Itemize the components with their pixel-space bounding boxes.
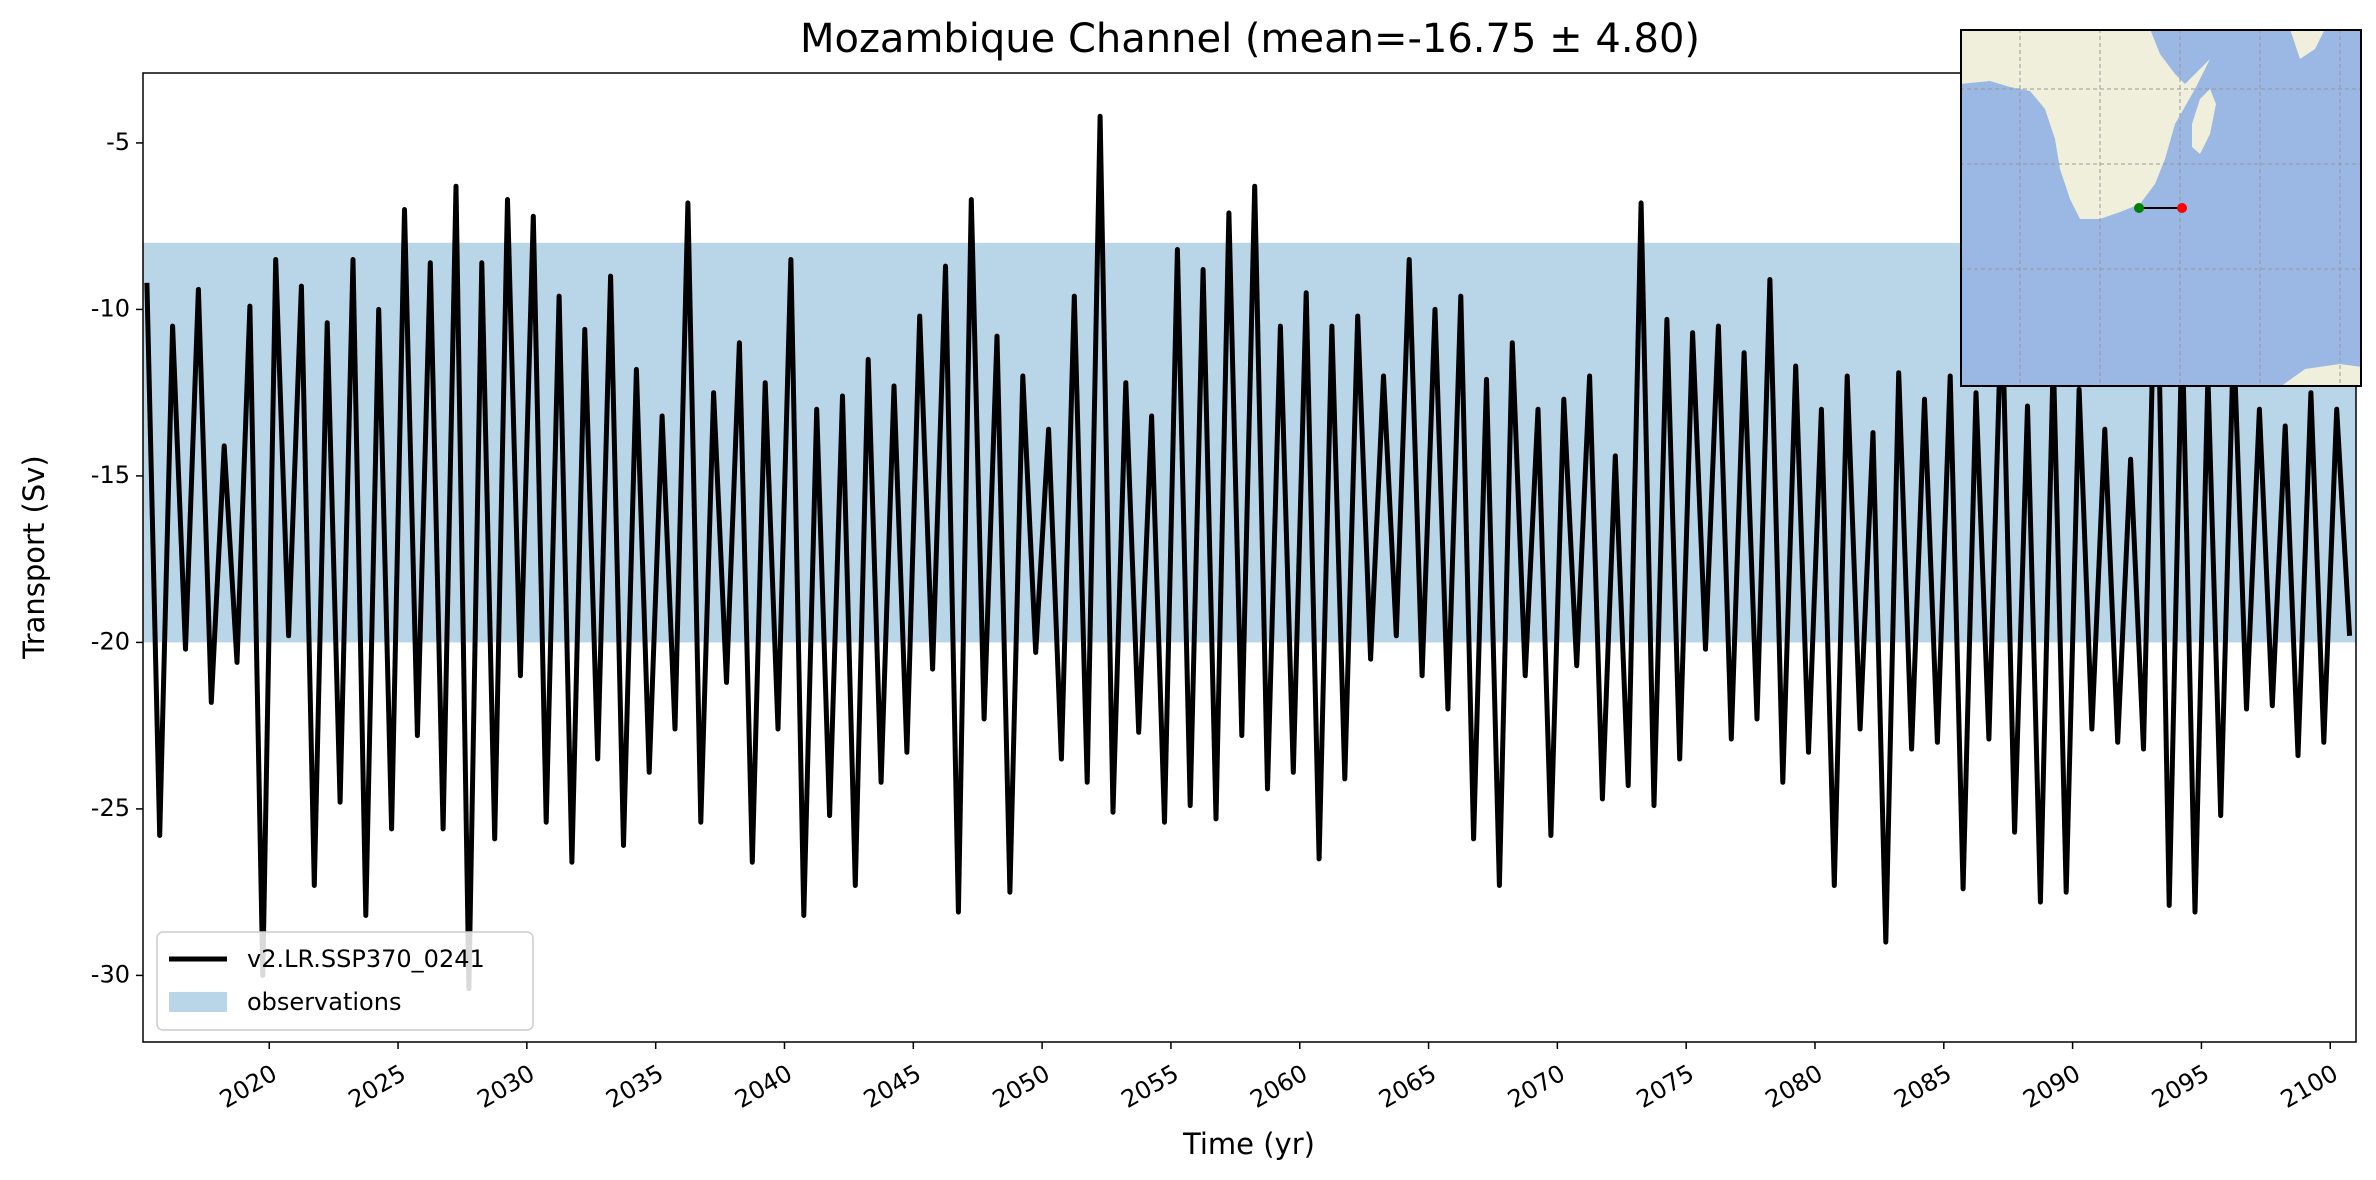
- y-tick-label: -30: [91, 960, 130, 988]
- inset-frame: [1960, 29, 2362, 387]
- y-tick-label: -20: [91, 627, 130, 655]
- x-tick-label: 2075: [1632, 1059, 1699, 1114]
- section-start: [2134, 203, 2144, 213]
- x-axis-label: Time (yr): [1182, 1127, 1315, 1161]
- x-tick-label: 2025: [344, 1059, 411, 1114]
- section-end: [2177, 203, 2187, 213]
- x-tick-label: 2055: [1117, 1059, 1184, 1114]
- plot-area: [144, 113, 2353, 992]
- y-tick-label: -25: [91, 794, 130, 822]
- x-tick-label: 2070: [1503, 1059, 1570, 1114]
- antarctica: [2280, 364, 2362, 387]
- chart-title: Mozambique Channel (mean=-16.75 ± 4.80): [800, 16, 1700, 62]
- x-tick-label: 2100: [2276, 1059, 2343, 1114]
- x-tick-label: 2035: [601, 1059, 668, 1114]
- legend-label: v2.LR.SSP370_0241: [247, 945, 485, 973]
- inset-map: [1960, 29, 2362, 387]
- legend-swatch: [169, 992, 227, 1012]
- land-ne: [2290, 29, 2325, 59]
- x-tick-label: 2095: [2147, 1059, 2214, 1114]
- x-tick-label: 2090: [2018, 1059, 2085, 1114]
- x-tick-label: 2020: [215, 1059, 282, 1114]
- legend-box: [156, 931, 534, 1031]
- x-tick-label: 2085: [1889, 1059, 1956, 1114]
- x-tick-label: 2065: [1374, 1059, 1441, 1114]
- y-tick-label: -15: [91, 461, 130, 489]
- x-tick-label: 2045: [859, 1059, 926, 1114]
- y-tick-label: -10: [91, 294, 130, 322]
- legend-label: observations: [247, 988, 401, 1016]
- madagascar: [2192, 89, 2216, 154]
- data-line: [144, 113, 2353, 992]
- x-tick-label: 2030: [472, 1059, 539, 1114]
- y-tick-label: -5: [106, 128, 130, 156]
- y-axis-label: Transport (Sv): [17, 455, 51, 660]
- africa: [1960, 29, 2210, 219]
- x-tick-label: 2050: [988, 1059, 1055, 1114]
- x-tick-label: 2060: [1245, 1059, 1312, 1114]
- x-tick-label: 2080: [1761, 1059, 1828, 1114]
- axes-frame: [142, 72, 2357, 1043]
- x-tick-label: 2040: [730, 1059, 797, 1114]
